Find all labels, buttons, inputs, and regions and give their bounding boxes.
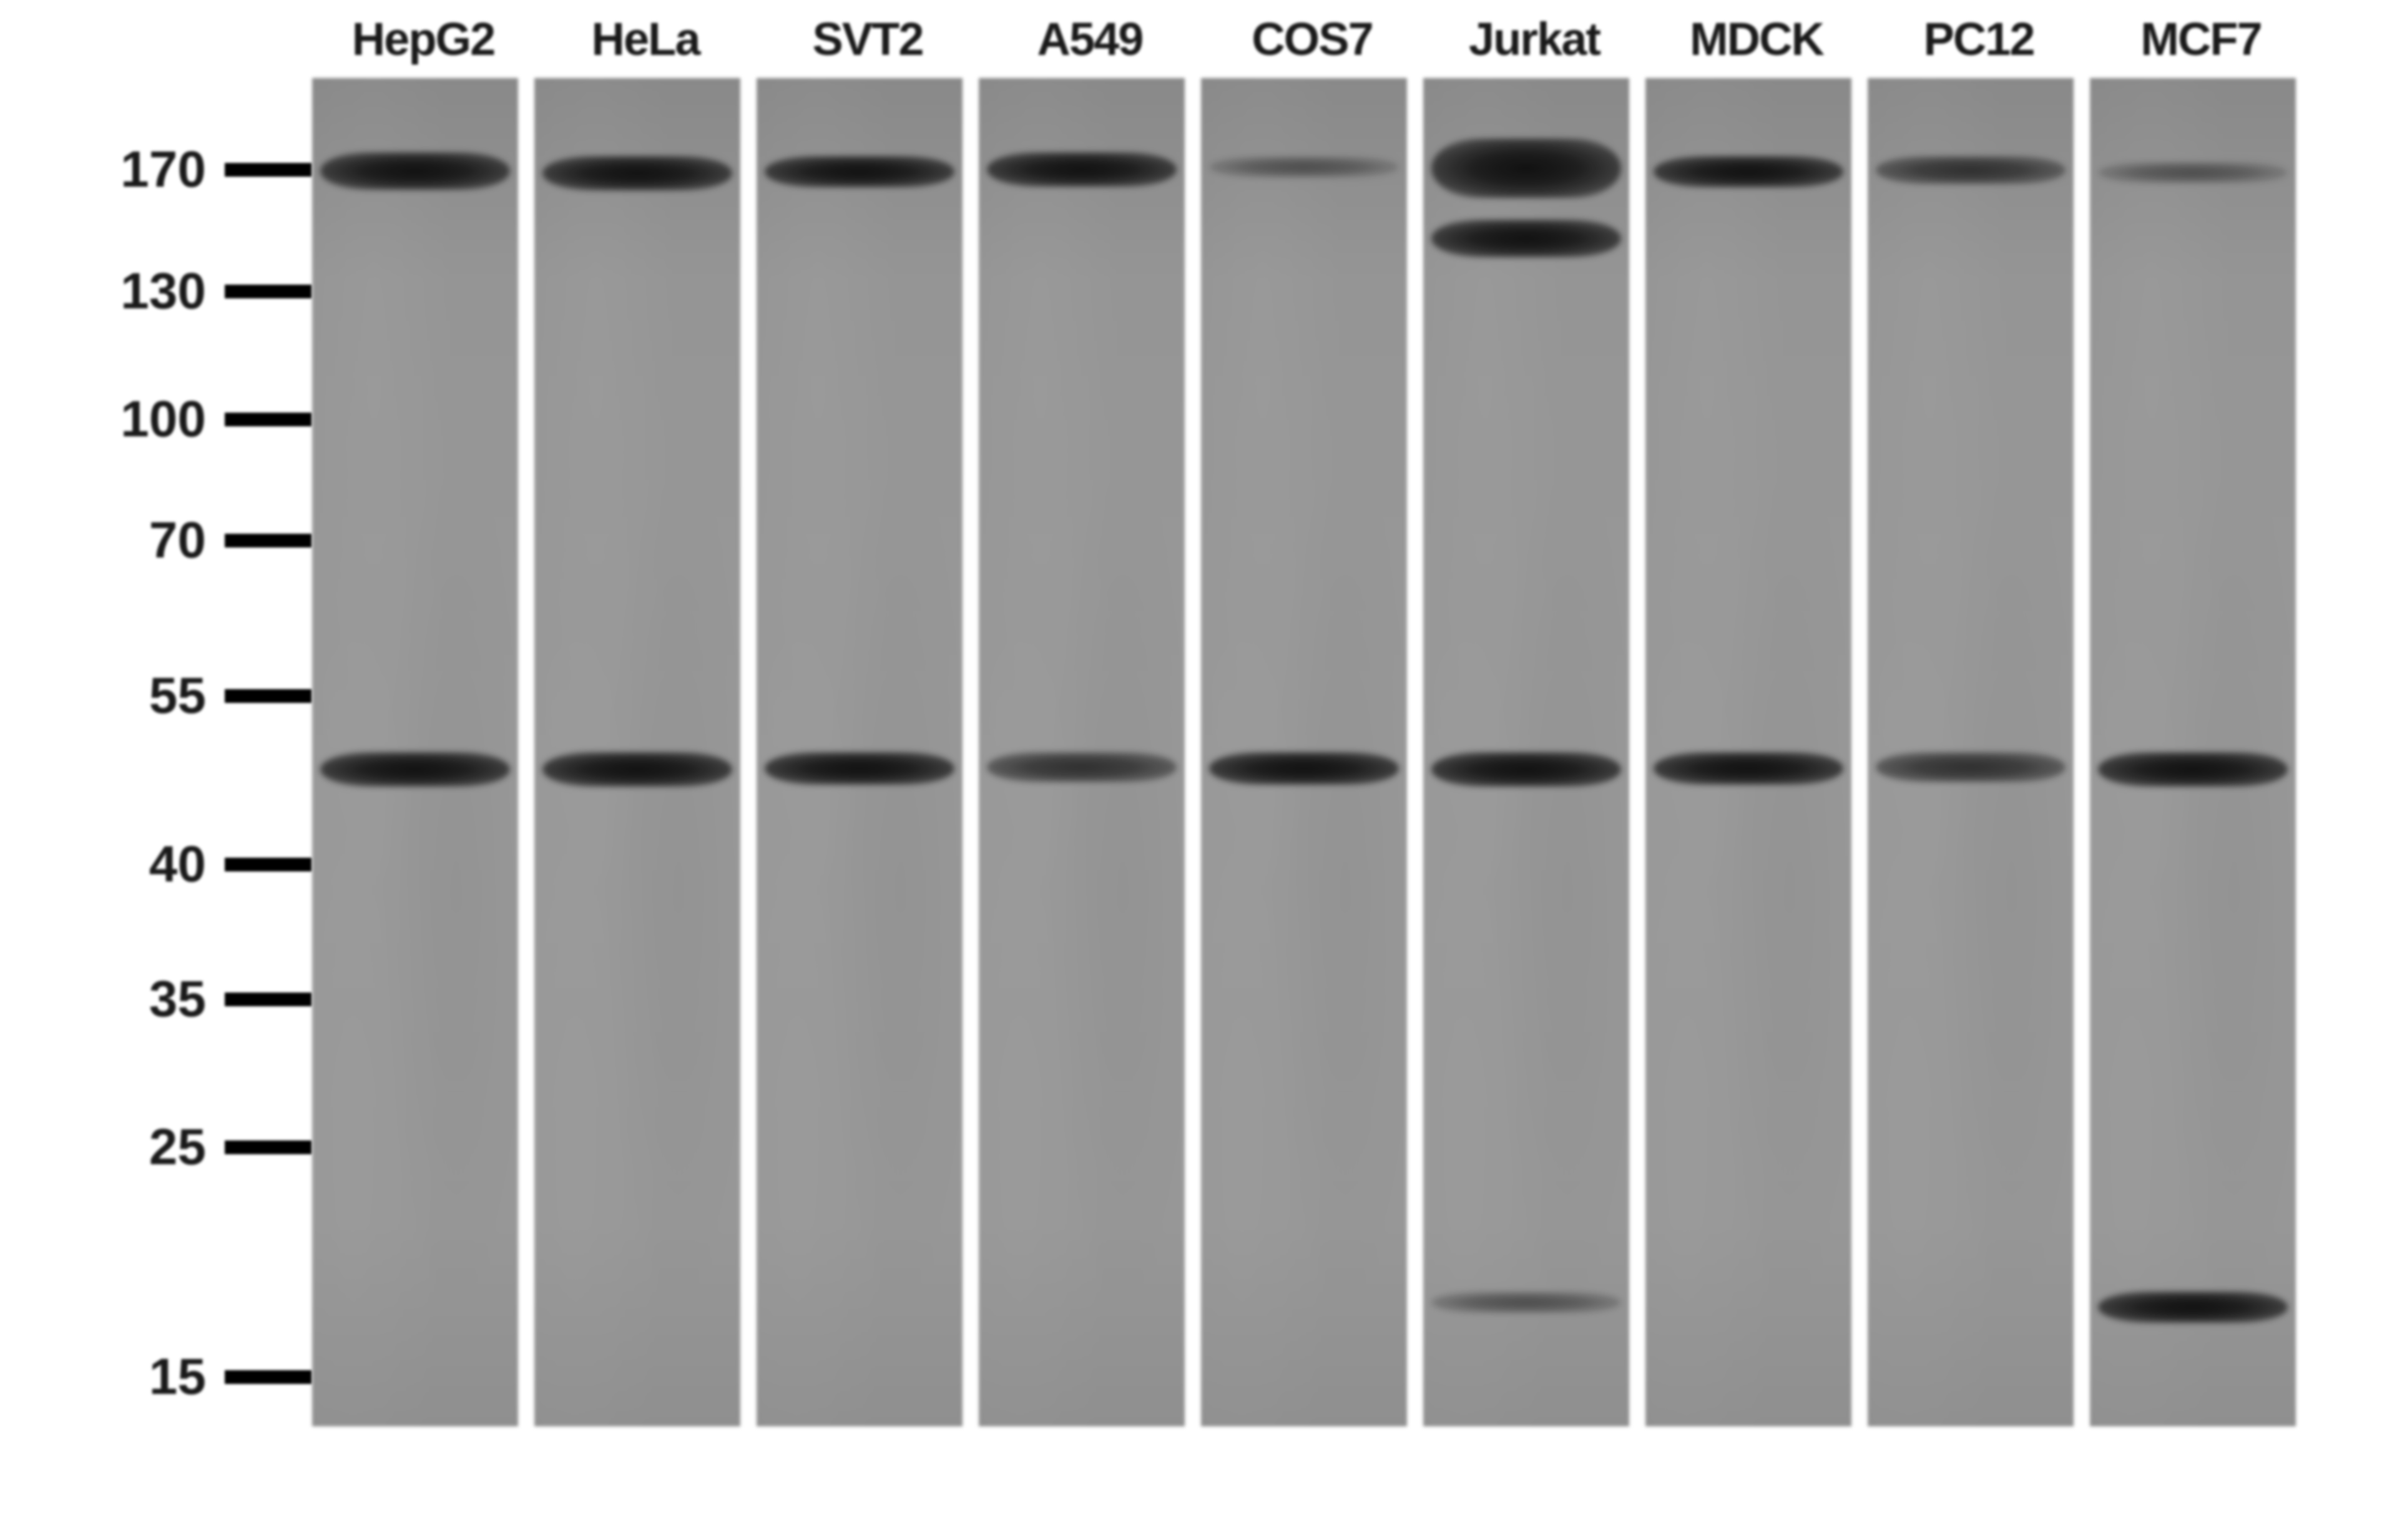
marker-row: 70 [12,511,312,570]
protein-band [1431,1292,1621,1313]
lanes-container [312,78,2385,1426]
protein-band [1431,752,1621,787]
marker-tick [225,1140,312,1154]
lane-label: SVT2 [757,12,979,66]
protein-band [542,752,732,787]
gel-lane [2090,78,2296,1426]
protein-band [320,152,510,190]
marker-tick [225,534,312,547]
marker-tick [225,858,312,871]
marker-tick [225,163,312,177]
lane-label: HeLa [534,12,757,66]
lane-label: COS7 [1201,12,1423,66]
protein-band [1876,752,2066,782]
lane-label: Jurkat [1423,12,1645,66]
marker-row: 100 [12,390,312,449]
marker-label: 35 [94,970,206,1029]
protein-band [1654,752,1843,785]
gel-lane [312,78,518,1426]
protein-band [987,752,1177,782]
marker-tick [225,993,312,1006]
marker-row: 15 [12,1348,312,1406]
marker-row: 40 [12,835,312,894]
gel-lane [757,78,963,1426]
protein-band [765,156,954,187]
marker-tick [225,285,312,298]
gel-lane [1423,78,1629,1426]
marker-tick [225,1370,312,1384]
lane-label: MDCK [1645,12,1868,66]
marker-label: 70 [94,511,206,570]
protein-band [1654,156,1843,187]
marker-label: 130 [94,262,206,321]
protein-band [1431,139,1621,198]
lane-label: A549 [979,12,1201,66]
gel-lane [534,78,740,1426]
protein-band [542,156,732,190]
protein-band [2098,752,2288,787]
molecular-weight-markers: 170 130 100 70 55 40 35 25 15 [12,78,312,1528]
protein-band [1876,156,2066,184]
marker-label: 100 [94,390,206,449]
marker-label: 170 [94,140,206,199]
marker-tick [225,413,312,426]
marker-label: 40 [94,835,206,894]
gel-lane [979,78,1185,1426]
protein-band [320,752,510,787]
marker-label: 15 [94,1348,206,1406]
marker-label: 55 [94,667,206,725]
lane-labels-row: HepG2HeLaSVT2A549COS7JurkatMDCKPC12MCF7 [12,12,2385,66]
protein-band [1209,752,1399,785]
western-blot-figure: HepG2HeLaSVT2A549COS7JurkatMDCKPC12MCF7 … [12,12,2385,1528]
lane-label: MCF7 [2090,12,2312,66]
marker-row: 35 [12,970,312,1029]
gel-lane [1645,78,1851,1426]
marker-row: 170 [12,140,312,199]
protein-band [2098,1292,2288,1323]
lane-label: HepG2 [312,12,534,66]
marker-row: 25 [12,1118,312,1177]
marker-row: 55 [12,667,312,725]
marker-tick [225,689,312,703]
gel-lane [1868,78,2074,1426]
protein-band [987,152,1177,187]
marker-row: 130 [12,262,312,321]
gel-lane [1201,78,1407,1426]
blot-main-area: 170 130 100 70 55 40 35 25 15 [12,78,2385,1528]
marker-label: 25 [94,1118,206,1177]
protein-band [2098,162,2288,184]
lane-label: PC12 [1868,12,2090,66]
protein-band [765,752,954,785]
protein-band [1431,220,1621,257]
protein-band [1209,156,1399,178]
